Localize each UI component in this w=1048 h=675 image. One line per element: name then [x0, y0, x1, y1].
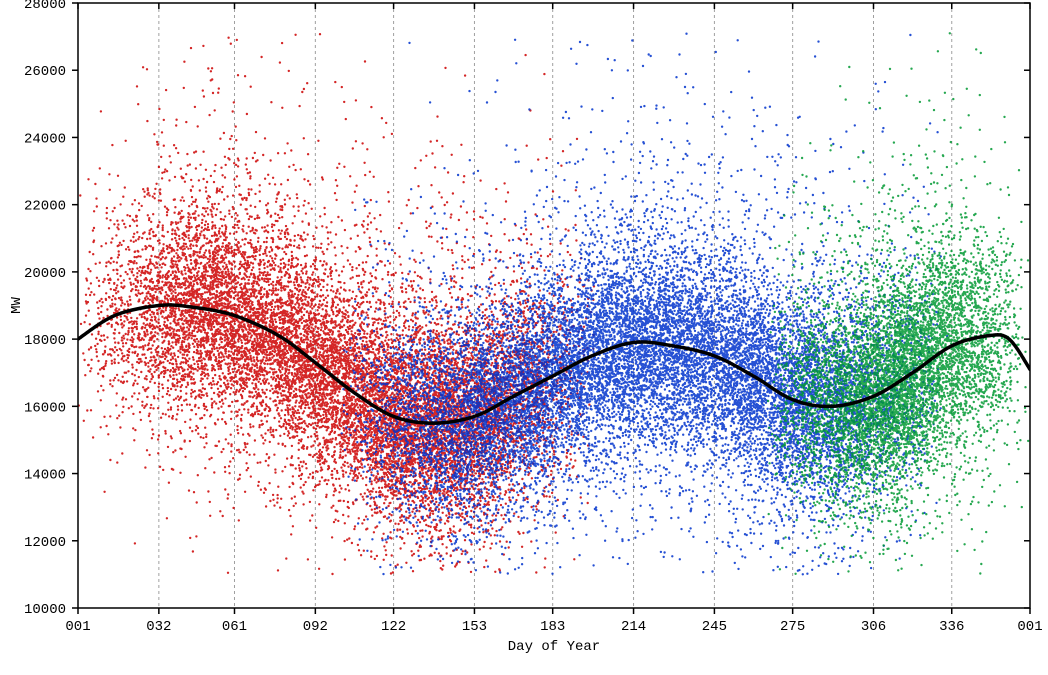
x-tick-label: 122: [381, 619, 406, 635]
x-tick-label: 061: [222, 619, 247, 635]
mw-by-day-of-year-chart: 001 032 061 092 122 153 183 214 245 275 306 336 001 D…: [0, 0, 1048, 675]
x-tick-label: 306: [861, 619, 886, 635]
y-tick-label: 28000: [24, 0, 66, 13]
x-tick-label: 001: [1017, 619, 1042, 635]
chart-svg: 001 032 061 092 122 153 183 214 245 275 306 336 001 D…: [0, 0, 1048, 675]
x-tick-label: 001: [65, 619, 90, 635]
x-tick-label: 032: [146, 619, 171, 635]
y-tick-label: 24000: [24, 131, 66, 147]
x-tick-label: 336: [939, 619, 964, 635]
x-tick-label: 245: [702, 619, 727, 635]
y-tick-label: 22000: [24, 199, 66, 215]
y-tick-label: 18000: [24, 333, 66, 349]
x-tick-label: 092: [303, 619, 328, 635]
x-tick-label: 275: [780, 619, 805, 635]
y-tick-label: 16000: [24, 400, 66, 416]
y-tick-label: 14000: [24, 468, 66, 484]
x-tick-label: 214: [621, 619, 646, 635]
y-tick-label: 26000: [24, 64, 66, 80]
y-tick-label: 12000: [24, 535, 66, 551]
y-tick-label: 20000: [24, 266, 66, 282]
y-tick-label: 10000: [24, 602, 66, 618]
y-axis-label: MW: [9, 297, 25, 314]
x-tick-label: 153: [462, 619, 487, 635]
x-tick-label: 183: [540, 619, 565, 635]
x-axis-label: Day of Year: [508, 639, 600, 655]
